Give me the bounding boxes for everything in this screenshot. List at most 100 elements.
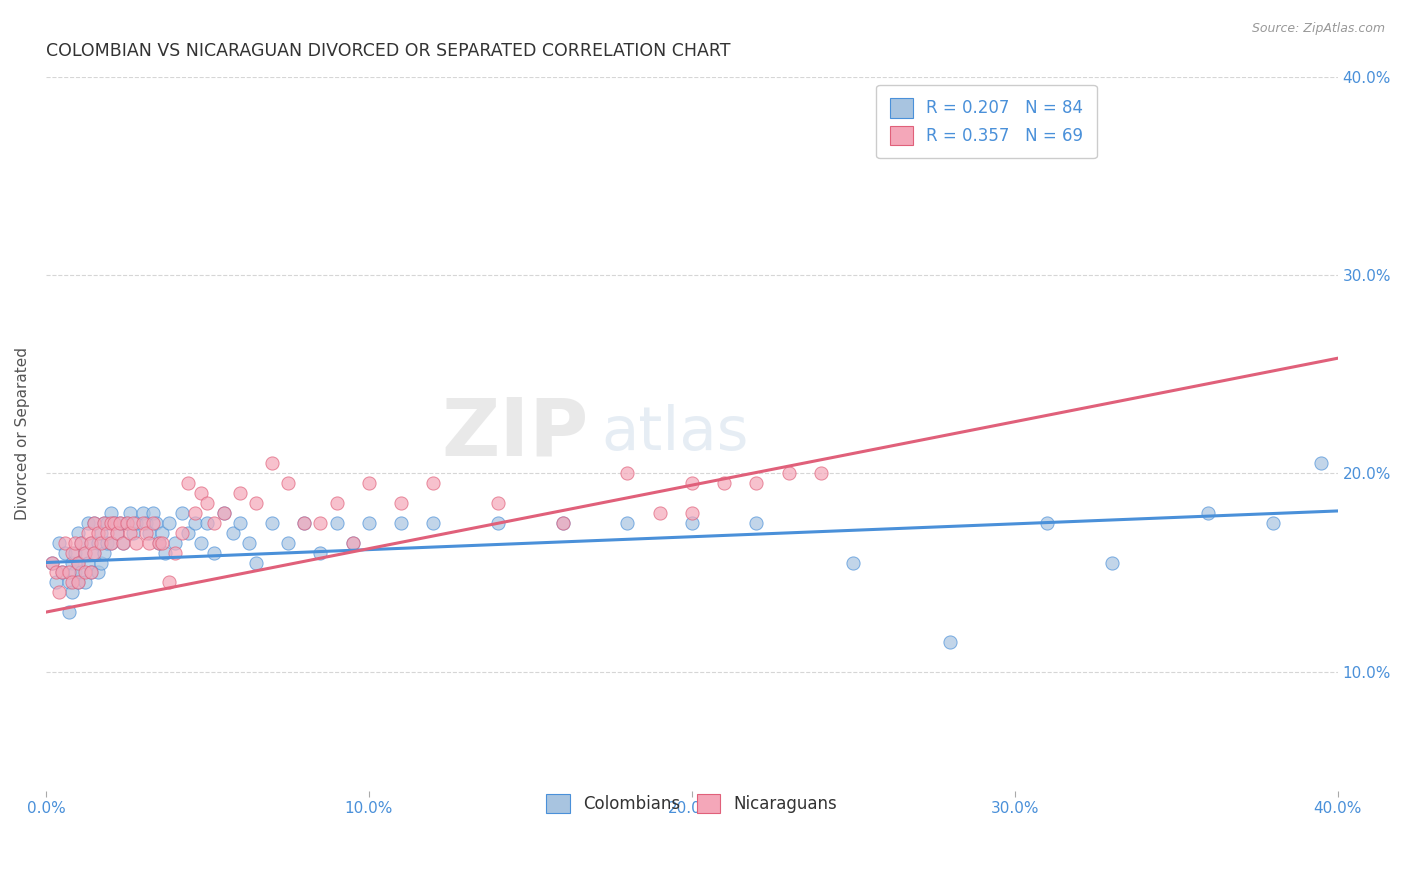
Point	[292, 516, 315, 530]
Point	[90, 525, 112, 540]
Point	[53, 535, 76, 549]
Point	[58, 575, 80, 590]
Point	[67, 556, 90, 570]
Point	[212, 506, 235, 520]
Point	[105, 525, 128, 540]
Point	[110, 516, 132, 530]
Point	[41, 556, 63, 570]
Point	[357, 476, 380, 491]
Point	[93, 546, 115, 560]
Point	[100, 506, 122, 520]
Point	[83, 516, 105, 530]
Point	[150, 525, 173, 540]
Point	[197, 516, 219, 530]
Point	[45, 566, 67, 580]
Point	[190, 486, 212, 500]
Point	[93, 516, 115, 530]
Point	[67, 575, 90, 590]
Point	[60, 575, 83, 590]
Point	[342, 535, 364, 549]
Point	[228, 486, 250, 500]
Point	[616, 467, 638, 481]
Point	[197, 496, 219, 510]
Point	[145, 516, 167, 530]
Point	[70, 535, 93, 549]
Point	[48, 585, 70, 599]
Point	[202, 546, 225, 560]
Point	[422, 516, 444, 530]
Point	[357, 516, 380, 530]
Point	[745, 516, 768, 530]
Point	[53, 546, 76, 560]
Point	[67, 556, 90, 570]
Point	[183, 516, 205, 530]
Point	[112, 535, 135, 549]
Point	[1198, 506, 1220, 520]
Point	[60, 546, 83, 560]
Point	[67, 575, 90, 590]
Point	[118, 506, 141, 520]
Point	[245, 556, 267, 570]
Point	[90, 535, 112, 549]
Point	[170, 525, 193, 540]
Text: COLOMBIAN VS NICARAGUAN DIVORCED OR SEPARATED CORRELATION CHART: COLOMBIAN VS NICARAGUAN DIVORCED OR SEPA…	[46, 42, 731, 60]
Point	[325, 516, 347, 530]
Point	[277, 535, 299, 549]
Point	[681, 516, 703, 530]
Text: Source: ZipAtlas.com: Source: ZipAtlas.com	[1251, 22, 1385, 36]
Point	[183, 506, 205, 520]
Point	[148, 535, 170, 549]
Point	[100, 535, 122, 549]
Point	[292, 516, 315, 530]
Point	[309, 546, 332, 560]
Point	[165, 535, 187, 549]
Point	[63, 566, 86, 580]
Point	[170, 506, 193, 520]
Point	[148, 535, 170, 549]
Point	[212, 506, 235, 520]
Point	[80, 535, 103, 549]
Point	[122, 525, 145, 540]
Point	[112, 535, 135, 549]
Point	[86, 535, 108, 549]
Point	[41, 556, 63, 570]
Point	[83, 546, 105, 560]
Point	[486, 516, 509, 530]
Point	[118, 525, 141, 540]
Point	[83, 546, 105, 560]
Point	[1101, 556, 1123, 570]
Point	[681, 476, 703, 491]
Point	[138, 535, 160, 549]
Point	[422, 476, 444, 491]
Point	[73, 546, 96, 560]
Point	[83, 516, 105, 530]
Point	[681, 506, 703, 520]
Point	[551, 516, 574, 530]
Point	[105, 525, 128, 540]
Point	[90, 556, 112, 570]
Point	[141, 506, 163, 520]
Point	[155, 546, 177, 560]
Point	[58, 605, 80, 619]
Point	[86, 566, 108, 580]
Point	[63, 535, 86, 549]
Point	[132, 516, 155, 530]
Point	[260, 516, 283, 530]
Point	[125, 535, 148, 549]
Point	[110, 516, 132, 530]
Point	[1036, 516, 1059, 530]
Point	[1261, 516, 1284, 530]
Point	[939, 635, 962, 649]
Point	[77, 516, 100, 530]
Point	[70, 535, 93, 549]
Point	[238, 535, 260, 549]
Point	[96, 516, 118, 530]
Text: ZIP: ZIP	[441, 394, 589, 473]
Point	[96, 535, 118, 549]
Point	[100, 516, 122, 530]
Point	[150, 535, 173, 549]
Point	[157, 516, 180, 530]
Point	[73, 546, 96, 560]
Point	[93, 516, 115, 530]
Point	[115, 516, 138, 530]
